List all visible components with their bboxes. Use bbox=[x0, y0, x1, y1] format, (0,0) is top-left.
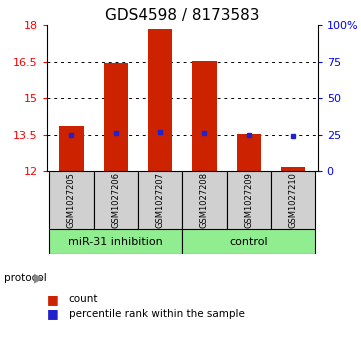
Text: control: control bbox=[230, 237, 268, 246]
Text: GSM1027206: GSM1027206 bbox=[111, 172, 120, 228]
Bar bbox=[227, 171, 271, 229]
Bar bbox=[182, 229, 316, 254]
Text: GSM1027208: GSM1027208 bbox=[200, 172, 209, 228]
Text: count: count bbox=[69, 294, 98, 305]
Bar bbox=[182, 171, 227, 229]
Bar bbox=[93, 171, 138, 229]
Bar bbox=[138, 171, 182, 229]
Text: ■: ■ bbox=[47, 293, 59, 306]
Text: GSM1027207: GSM1027207 bbox=[156, 172, 165, 228]
Text: ▶: ▶ bbox=[34, 271, 44, 284]
Bar bbox=[59, 126, 83, 171]
Title: GDS4598 / 8173583: GDS4598 / 8173583 bbox=[105, 8, 260, 23]
Text: percentile rank within the sample: percentile rank within the sample bbox=[69, 309, 244, 319]
Bar bbox=[192, 61, 217, 171]
Bar bbox=[49, 171, 93, 229]
Text: GSM1027205: GSM1027205 bbox=[67, 172, 76, 228]
Bar bbox=[271, 171, 316, 229]
Text: ■: ■ bbox=[47, 307, 59, 321]
Bar bbox=[281, 167, 305, 171]
Text: GSM1027210: GSM1027210 bbox=[289, 172, 298, 228]
Text: protocol: protocol bbox=[4, 273, 46, 283]
Bar bbox=[148, 29, 172, 171]
Text: GSM1027209: GSM1027209 bbox=[244, 172, 253, 228]
Bar bbox=[104, 62, 128, 171]
Bar bbox=[237, 134, 261, 171]
Text: miR-31 inhibition: miR-31 inhibition bbox=[68, 237, 163, 246]
Bar bbox=[49, 229, 182, 254]
